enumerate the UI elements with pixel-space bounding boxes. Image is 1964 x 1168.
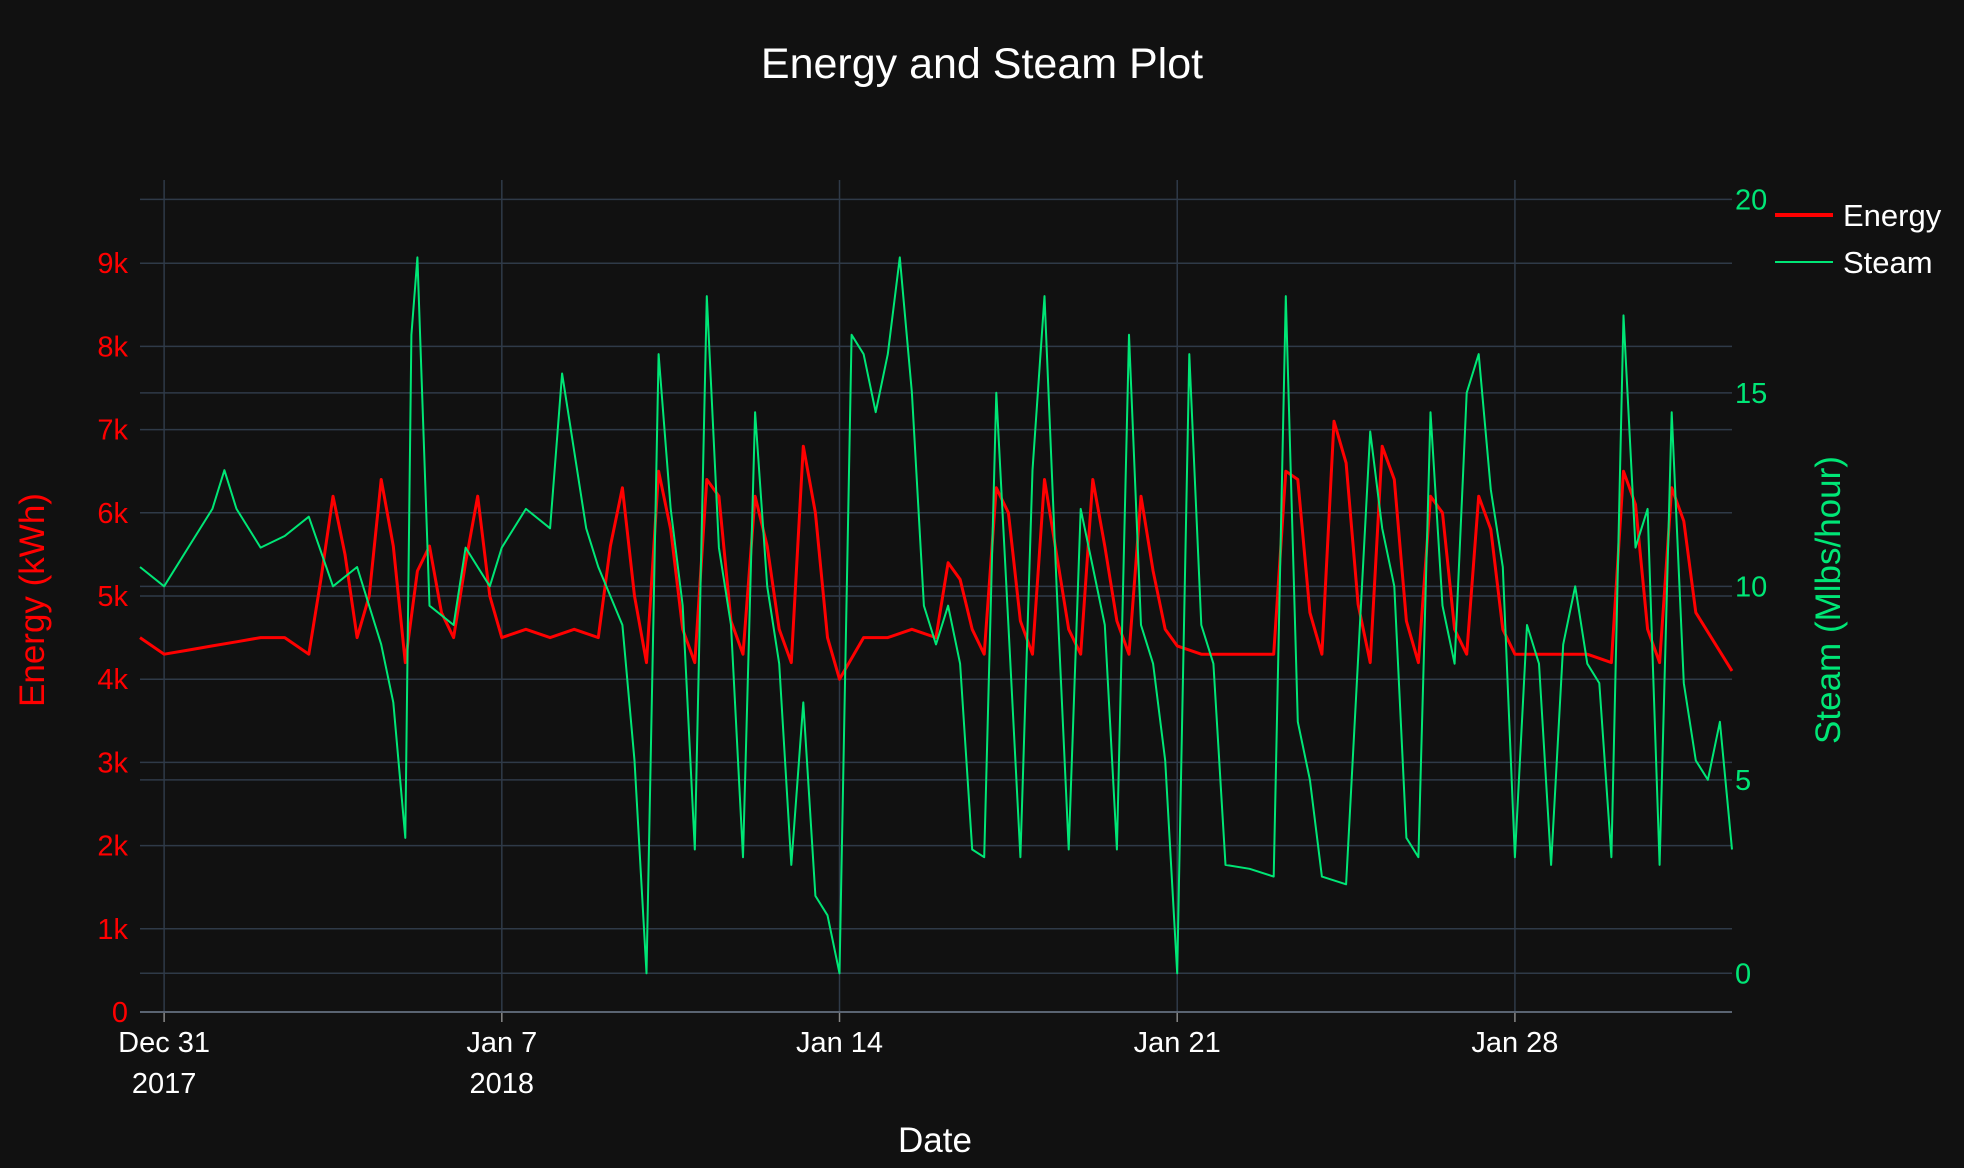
series-layer xyxy=(139,256,1734,975)
x-tick-label: Jan 7 xyxy=(466,1027,537,1059)
y-right-tick-label: 15 xyxy=(1735,378,1767,410)
series-line-energy xyxy=(139,419,1734,681)
legend-item-energy[interactable]: Energy xyxy=(1775,198,1942,233)
y-left-tick-label: 8k xyxy=(97,331,128,363)
x-tick-sublabel: 2018 xyxy=(470,1068,535,1100)
legend-label-energy: Energy xyxy=(1843,198,1942,233)
y-left-tick-label: 5k xyxy=(97,581,128,613)
y-right-tick-label: 20 xyxy=(1735,184,1767,216)
y-right-tick-label: 0 xyxy=(1735,958,1751,990)
y-axis-left-title: Energy (kWh) xyxy=(13,493,52,707)
y-left-tick-label: 2k xyxy=(97,831,128,863)
x-axis-title: Date xyxy=(898,1121,972,1160)
legend-label-steam: Steam xyxy=(1843,245,1933,280)
y-right-tick-label: 10 xyxy=(1735,571,1767,603)
y-axis-right-title: Steam (Mlbs/hour) xyxy=(1809,456,1848,744)
y-left-tick-label: 1k xyxy=(97,914,128,946)
y-left-tick-label: 4k xyxy=(97,664,128,696)
y-right-tick-label: 5 xyxy=(1735,765,1751,797)
x-tick-label: Jan 21 xyxy=(1134,1027,1221,1059)
y-left-tick-label: 6k xyxy=(97,498,128,530)
y-left-tick-label: 9k xyxy=(97,248,128,280)
legend-item-steam[interactable]: Steam xyxy=(1775,245,1933,280)
legend: Energy Steam xyxy=(1775,198,1942,280)
axis-layer: Dec 31 2017 Jan 7 2018 Jan 14 Jan 21 Jan 28 0 1k… xyxy=(97,184,1767,1100)
series-line-steam xyxy=(139,256,1733,975)
x-tick-label: Dec 31 xyxy=(118,1027,210,1059)
x-tick-label: Jan 14 xyxy=(796,1027,883,1059)
x-tick-label: Jan 28 xyxy=(1471,1027,1558,1059)
y-left-tick-label: 0 xyxy=(112,997,128,1029)
y-left-tick-label: 7k xyxy=(97,415,128,447)
y-left-tick-label: 3k xyxy=(97,747,128,779)
x-tick-sublabel: 2017 xyxy=(132,1068,197,1100)
chart-title: Energy and Steam Plot xyxy=(761,40,1203,88)
